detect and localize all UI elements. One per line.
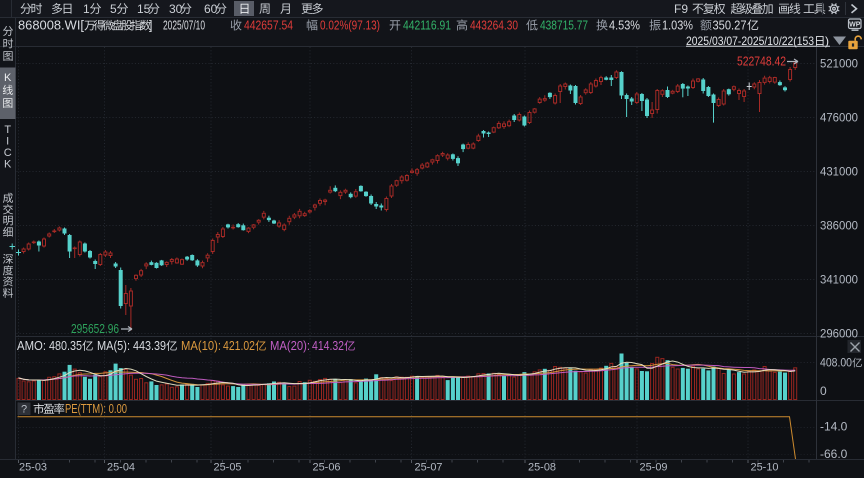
svg-text:WP: WP: [849, 22, 861, 29]
svg-text:K: K: [4, 159, 12, 171]
svg-text:350.27: 350.27: [713, 18, 747, 33]
svg-text:2025/03/07-2025/10/22(153: 2025/03/07-2025/10/22(153: [686, 34, 814, 48]
svg-text:15: 15: [137, 2, 151, 16]
svg-text:476000: 476000: [820, 111, 858, 125]
svg-text:480.35: 480.35: [49, 339, 82, 353]
svg-text:60: 60: [204, 2, 218, 16]
svg-text:295652.96: 295652.96: [71, 321, 119, 336]
svg-text:442116.91: 442116.91: [403, 18, 451, 33]
svg-text:25-08: 25-08: [528, 462, 556, 474]
svg-text:421.02: 421.02: [223, 339, 255, 353]
svg-text:414.32: 414.32: [312, 339, 344, 353]
svg-text:PE(TTM): 0.00: PE(TTM): 0.00: [65, 402, 127, 416]
svg-text:438715.77: 438715.77: [540, 18, 588, 33]
svg-text:341000: 341000: [820, 273, 858, 287]
svg-text:MA(20):: MA(20):: [270, 339, 310, 353]
svg-text:386000: 386000: [820, 219, 858, 233]
svg-text:-14.0: -14.0: [820, 420, 848, 434]
svg-text:25-06: 25-06: [313, 462, 341, 474]
svg-text:868008.WI[: 868008.WI[: [18, 19, 85, 33]
svg-text:296000: 296000: [820, 327, 858, 341]
svg-text:2025/07/10: 2025/07/10: [163, 19, 205, 33]
svg-text:25-04: 25-04: [107, 462, 135, 474]
svg-text:522748.42: 522748.42: [737, 54, 786, 69]
svg-text:25-05: 25-05: [214, 462, 242, 474]
svg-text:AMO:: AMO:: [17, 339, 46, 353]
svg-text:25-03: 25-03: [19, 462, 47, 474]
svg-text:1: 1: [83, 2, 90, 16]
svg-text:443.39: 443.39: [133, 339, 166, 353]
svg-text:1.03%: 1.03%: [662, 18, 693, 33]
svg-text:4.53%: 4.53%: [609, 18, 640, 33]
svg-text:521000: 521000: [820, 57, 858, 71]
svg-text:-66.0: -66.0: [820, 447, 848, 461]
svg-text:443264.30: 443264.30: [470, 18, 518, 33]
svg-text:]: ]: [149, 19, 152, 33]
svg-text:C: C: [4, 147, 12, 159]
svg-text:K: K: [4, 72, 12, 84]
svg-text:25-09: 25-09: [640, 462, 668, 474]
svg-text:): ): [825, 34, 829, 48]
svg-text:MA(10):: MA(10):: [181, 339, 221, 353]
svg-text:30: 30: [169, 2, 183, 16]
svg-text:I: I: [6, 136, 9, 148]
svg-text:T: T: [4, 124, 11, 136]
svg-text:F9: F9: [674, 2, 688, 16]
svg-text:5: 5: [110, 2, 117, 16]
svg-text:25-10: 25-10: [751, 462, 779, 474]
svg-text:442657.54: 442657.54: [244, 18, 293, 33]
svg-text:431000: 431000: [820, 165, 858, 179]
svg-text:25-07: 25-07: [415, 462, 443, 474]
svg-text:0: 0: [820, 384, 827, 398]
svg-text:MA(5):: MA(5):: [97, 339, 130, 353]
svg-text:0.02%(97.13): 0.02%(97.13): [320, 18, 380, 33]
svg-text:408.00: 408.00: [820, 356, 852, 370]
svg-text:?: ?: [21, 404, 27, 416]
